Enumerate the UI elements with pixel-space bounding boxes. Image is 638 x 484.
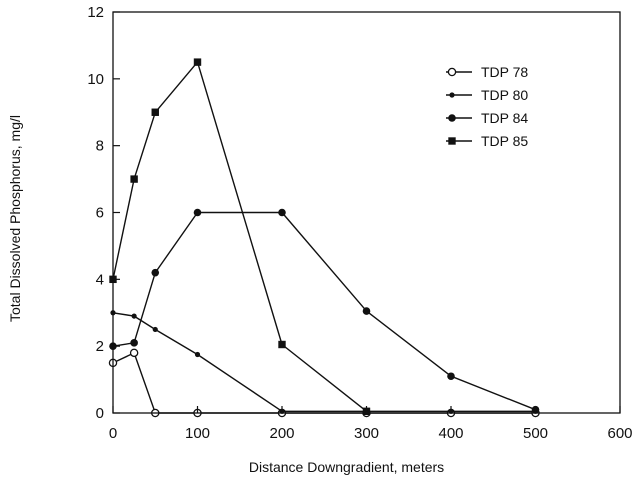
data-point-tdp-84 (278, 208, 286, 217)
y-tick-label: 2 (96, 338, 104, 355)
x-tick-label: 100 (185, 425, 210, 442)
legend-entry-tdp-84: TDP 84 (446, 110, 528, 126)
legend-marker-tdp-85 (448, 137, 456, 145)
legend-entry-tdp-85: TDP 85 (446, 133, 528, 149)
y-tick-label: 0 (96, 405, 104, 422)
series-tdp-84 (109, 208, 540, 414)
series-tdp-78 (108, 348, 540, 418)
y-axis-title: Total Dissolved Phosphorus, mg/l (7, 115, 23, 322)
plot-area (108, 58, 540, 418)
series-line-tdp-78 (112, 352, 536, 414)
x-tick-label: 300 (354, 425, 379, 442)
data-point-tdp-80 (131, 313, 137, 319)
legend-marker-tdp-80 (449, 92, 455, 98)
series-tdp-80 (110, 310, 539, 414)
data-point-tdp-84 (447, 372, 455, 381)
x-tick-label: 400 (438, 425, 463, 442)
y-tick-label: 8 (96, 138, 104, 155)
legend-entry-tdp-78: TDP 78 (446, 64, 528, 80)
series-line-tdp-85 (112, 61, 367, 412)
legend: TDP 78 TDP 80 TDP 84 TDP 85 (446, 64, 528, 149)
data-point-tdp-84 (130, 339, 138, 347)
legend-entry-tdp-80: TDP 80 (446, 87, 528, 103)
legend-label-tdp-84: TDP 84 (481, 110, 528, 126)
data-point-tdp-85 (278, 340, 286, 349)
legend-marker-tdp-84 (448, 114, 456, 122)
data-point-tdp-84 (151, 268, 160, 277)
y-tick-label: 4 (96, 271, 104, 288)
data-point-tdp-78 (129, 348, 139, 358)
data-point-tdp-80 (194, 351, 201, 358)
series-line-tdp-80 (112, 312, 536, 412)
data-point-tdp-85 (130, 175, 138, 183)
axes: 0 2 4 6 8 10 12 0 100 200 300 400 500 600 (87, 4, 632, 442)
x-tick-label: 600 (607, 425, 632, 442)
data-point-tdp-85 (151, 108, 159, 116)
x-tick-label: 0 (109, 425, 117, 442)
data-point-tdp-84 (362, 307, 371, 315)
data-point-tdp-80 (152, 326, 158, 333)
x-axis-title: Distance Downgradient, meters (249, 459, 444, 475)
y-tick-label: 10 (87, 71, 104, 88)
legend-label-tdp-78: TDP 78 (481, 64, 528, 80)
legend-label-tdp-80: TDP 80 (481, 87, 528, 103)
data-point-tdp-84 (193, 208, 202, 217)
y-tick-label: 12 (87, 4, 104, 21)
series-line-tdp-84 (112, 211, 536, 411)
y-tick-label: 6 (96, 205, 104, 222)
data-point-tdp-85 (193, 58, 202, 66)
legend-label-tdp-85: TDP 85 (481, 133, 528, 149)
x-tick-label: 200 (269, 425, 294, 442)
legend-marker-tdp-78 (447, 67, 457, 77)
x-tick-label: 500 (523, 425, 548, 442)
series-tdp-85 (109, 58, 371, 416)
